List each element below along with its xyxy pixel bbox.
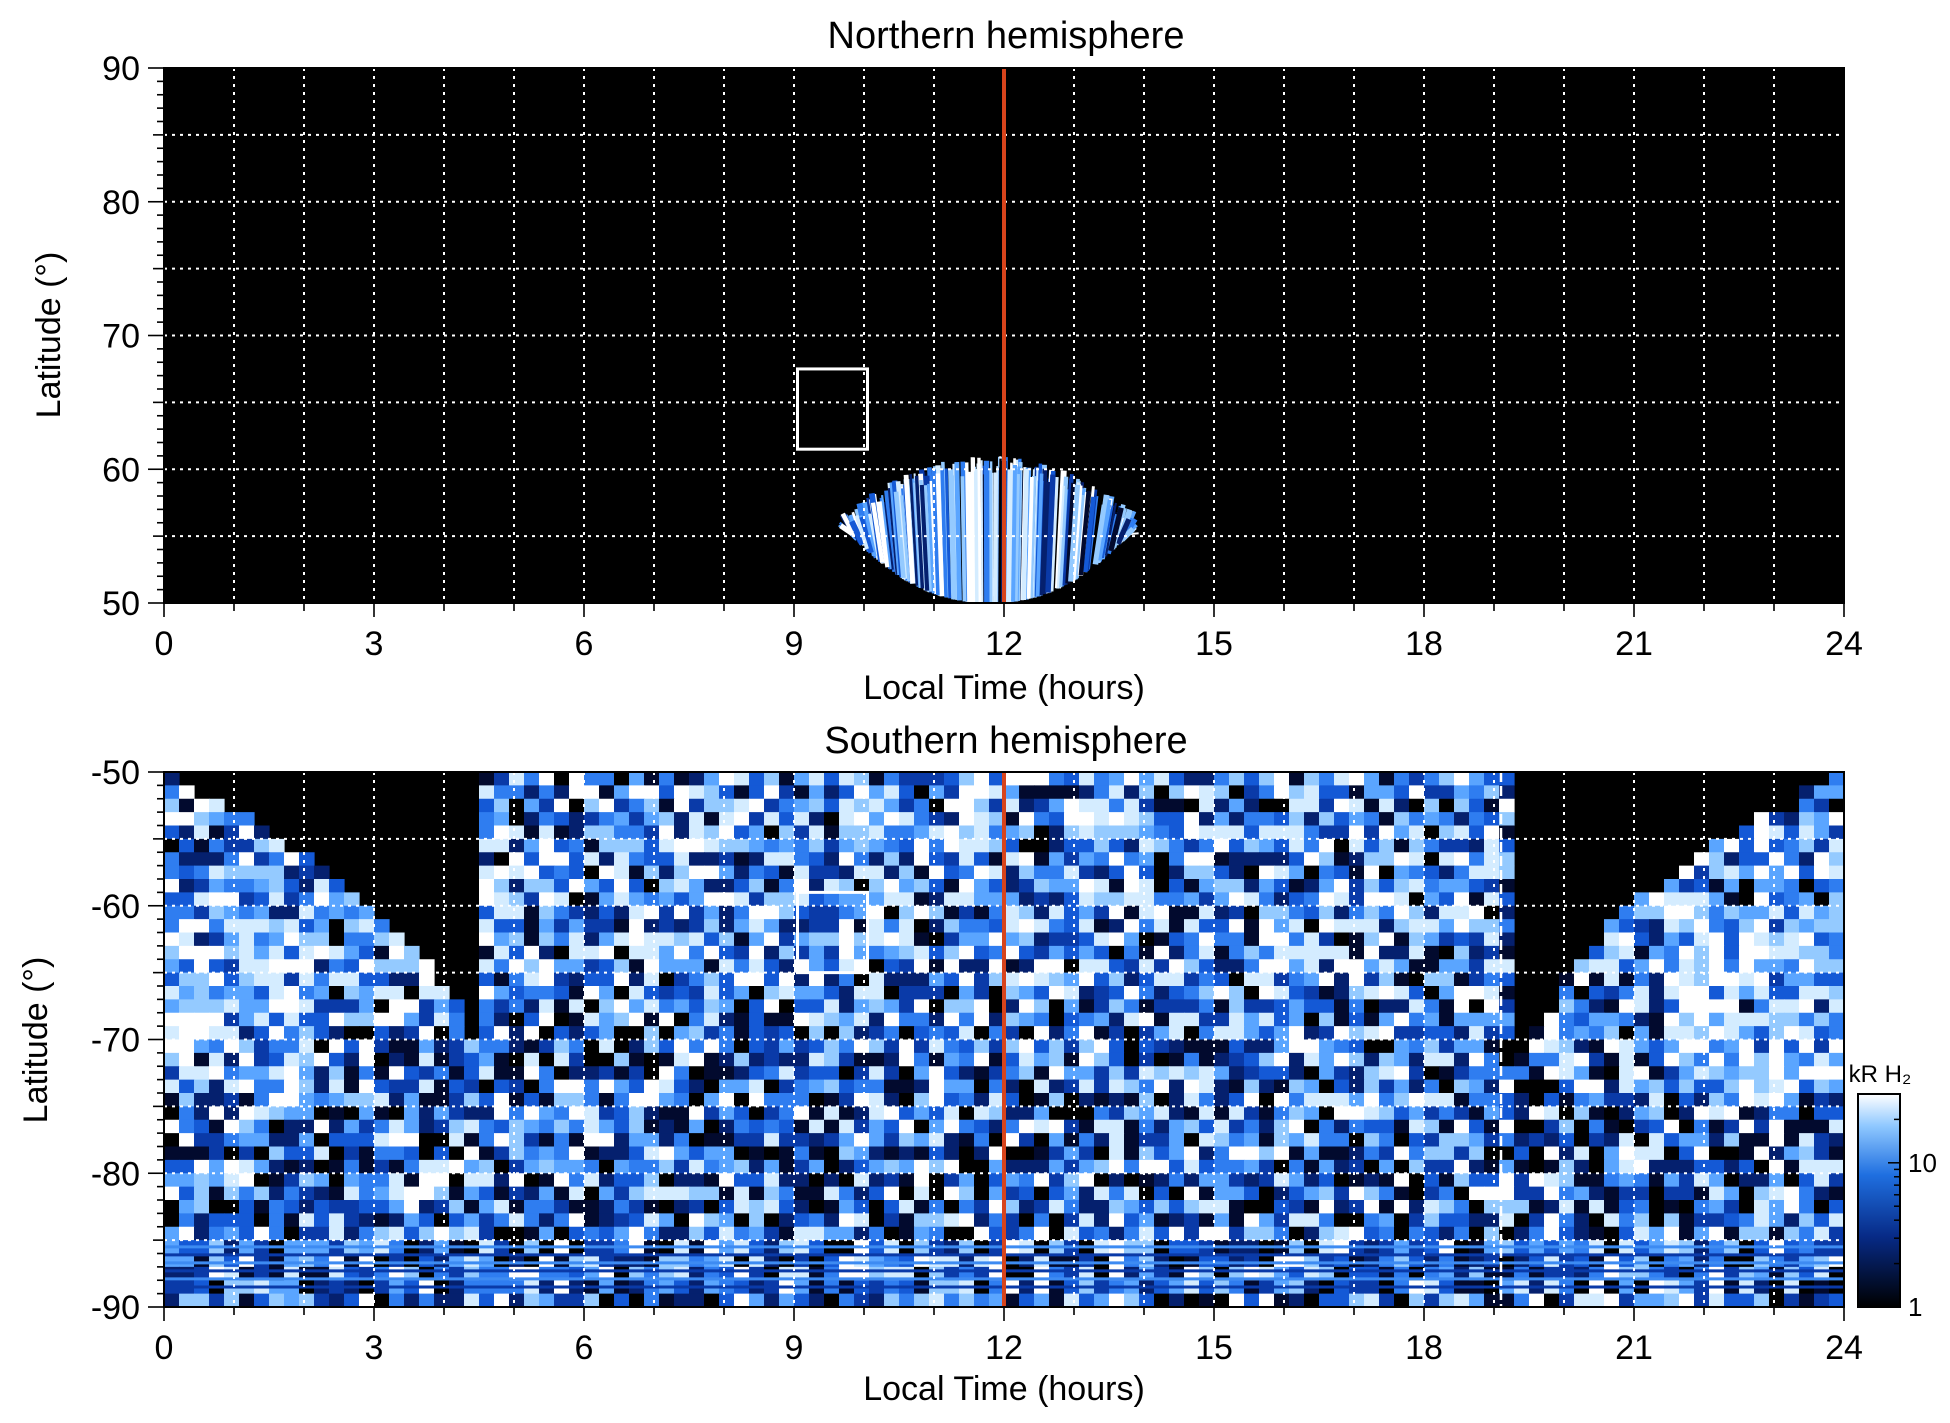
northern-hemisphere-panel: Northern hemisphere 50 60 70 80 90 0 3 6 9 12 15 1… [30, 15, 1863, 707]
y-tick-label: 50 [102, 585, 140, 623]
colorbar: kR H₂ 1 10 [1849, 1061, 1937, 1322]
x-tick-label: 24 [1825, 625, 1863, 663]
x-tick-label: 15 [1195, 625, 1233, 663]
x-tick-label: 18 [1405, 625, 1443, 663]
y-tick-label: -90 [91, 1289, 140, 1327]
colorbar-label: kR H₂ [1849, 1061, 1912, 1088]
colorbar-tick-label: 10 [1908, 1148, 1937, 1178]
south-x-axis: 0 3 6 9 12 15 18 21 24 [155, 1307, 1863, 1367]
x-tick-label: 3 [365, 1329, 384, 1367]
south-title: Southern hemisphere [824, 720, 1187, 762]
region-box-outline [796, 890, 869, 975]
y-tick-label: 90 [102, 50, 140, 88]
x-tick-label: 9 [785, 625, 804, 663]
x-tick-label: 0 [155, 625, 174, 663]
x-tick-label: 15 [1195, 1329, 1233, 1367]
north-region-box [796, 367, 869, 451]
y-tick-label: 80 [102, 184, 140, 222]
colorbar-ticks: 1 10 [1888, 1093, 1937, 1322]
y-tick-label: -50 [91, 754, 140, 792]
x-tick-label: 12 [985, 1329, 1023, 1367]
y-tick-label: -60 [91, 888, 140, 926]
north-x-axis: 0 3 6 9 12 15 18 21 24 [155, 603, 1863, 663]
south-xlabel: Local Time (hours) [863, 1370, 1145, 1408]
north-ylabel: Latitude (°) [30, 252, 68, 419]
x-tick-label: 3 [365, 625, 384, 663]
south-region-box [796, 890, 869, 975]
colorbar-tick-label: 1 [1908, 1292, 1922, 1322]
north-xlabel: Local Time (hours) [863, 669, 1145, 707]
x-tick-label: 18 [1405, 1329, 1443, 1367]
south-y-axis: -90 -80 -70 -60 -50 [91, 754, 164, 1327]
y-tick-label: -80 [91, 1155, 140, 1193]
x-tick-label: 0 [155, 1329, 174, 1367]
y-tick-label: 60 [102, 451, 140, 489]
region-box-outline [796, 367, 869, 451]
y-tick-label: 70 [102, 318, 140, 356]
south-ylabel: Latitude (°) [17, 957, 55, 1124]
north-title: Northern hemisphere [828, 15, 1185, 57]
southern-hemisphere-panel: Southern hemisphere -90 -80 -70 -60 -50 0 3 6 9… [17, 720, 1863, 1408]
north-y-axis: 50 60 70 80 90 [102, 50, 164, 623]
colorbar-gradient [1857, 1093, 1901, 1308]
x-tick-label: 6 [575, 1329, 594, 1367]
x-tick-label: 12 [985, 625, 1023, 663]
y-tick-label: -70 [91, 1022, 140, 1060]
x-tick-label: 21 [1615, 1329, 1653, 1367]
x-tick-label: 6 [575, 625, 594, 663]
x-tick-label: 24 [1825, 1329, 1863, 1367]
x-tick-label: 9 [785, 1329, 804, 1367]
x-tick-label: 21 [1615, 625, 1653, 663]
